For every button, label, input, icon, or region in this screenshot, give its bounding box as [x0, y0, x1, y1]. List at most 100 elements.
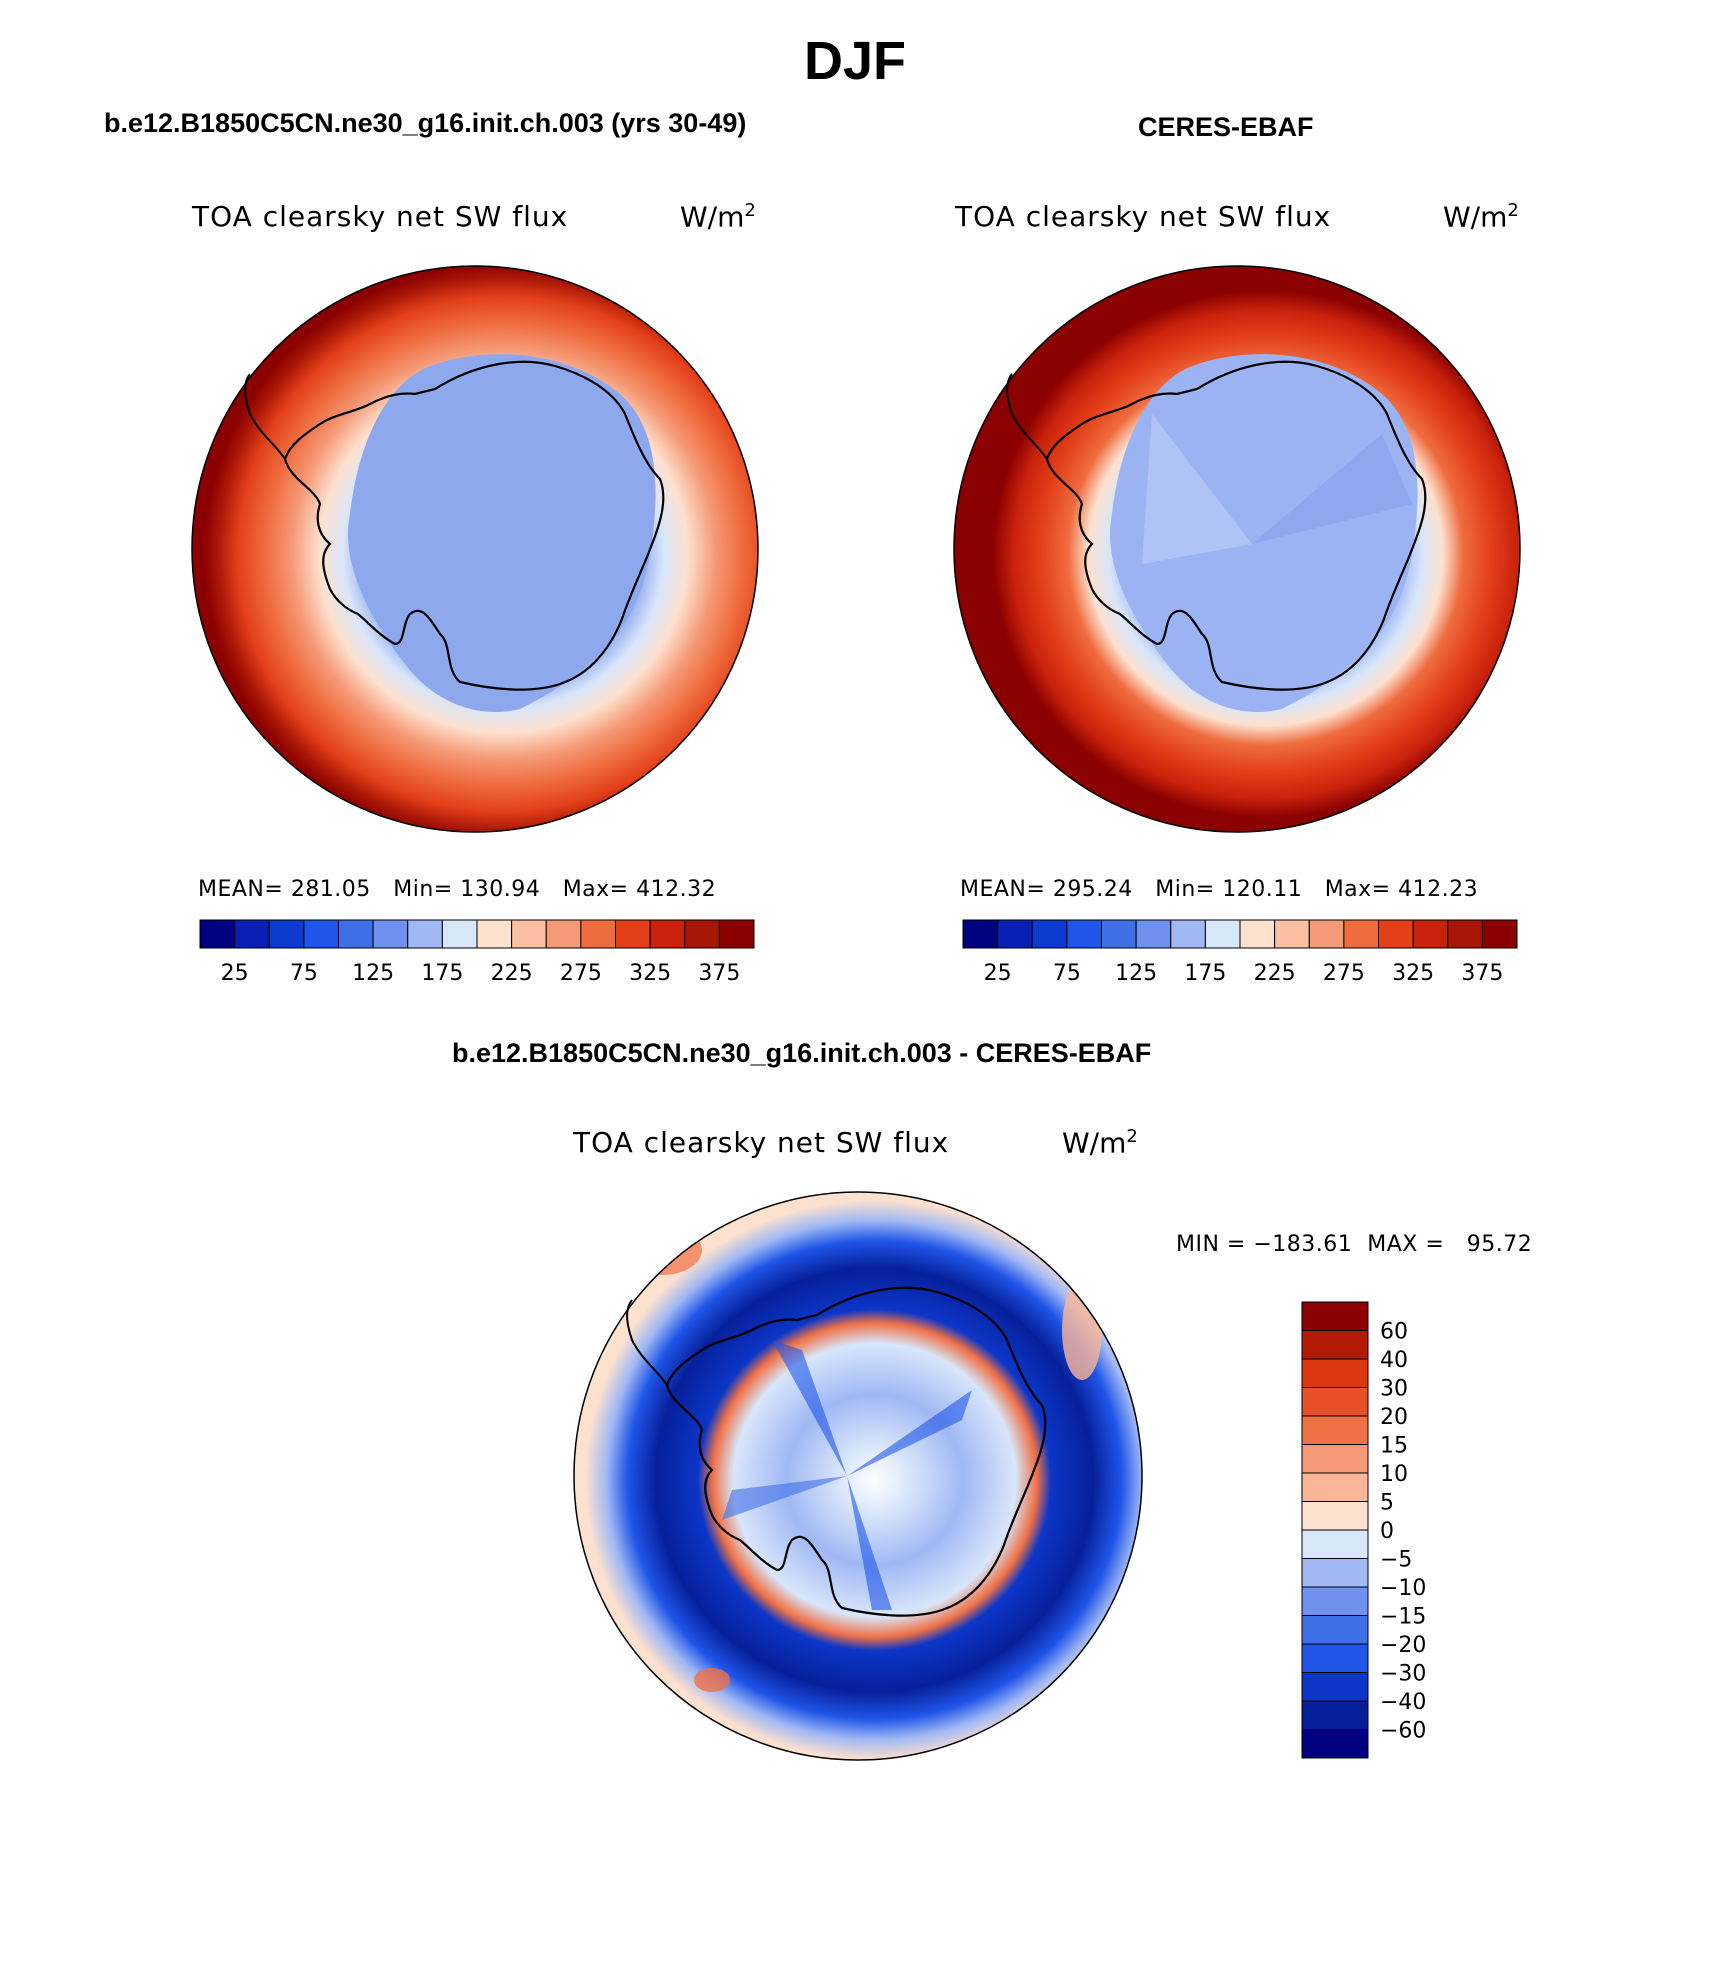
season-title: DJF	[803, 31, 906, 91]
panel2-colorbar-swatch	[1135, 919, 1172, 949]
panel2-colorbar-label: 175	[1184, 961, 1226, 986]
panel1-colorbar-swatch	[649, 919, 686, 949]
difference-variable-title: TOA clearsky net SW flux	[573, 1126, 950, 1159]
difference-colorbar-swatch	[1301, 1615, 1369, 1645]
difference-colorbar-swatch	[1301, 1700, 1369, 1730]
panel1-colorbar-swatch	[268, 919, 305, 949]
difference-colorbar-label: −30	[1380, 1662, 1426, 1687]
difference-colorbar-swatch	[1301, 1729, 1369, 1759]
panel2-colorbar-swatch	[1031, 919, 1068, 949]
difference-colorbar-swatch	[1301, 1330, 1369, 1360]
panel2-colorbar-label: 75	[1053, 961, 1081, 986]
panel1-colorbar-label: 75	[290, 961, 318, 986]
panel1-colorbar-swatch	[303, 919, 339, 949]
difference-colorbar-swatch	[1301, 1529, 1369, 1559]
panel1-colorbar-swatch	[545, 919, 582, 949]
panel1-colorbar-swatch	[372, 919, 409, 949]
panel1-colorbar-swatch	[338, 919, 374, 949]
panel1-colorbar-swatch	[684, 919, 720, 949]
difference-colorbar-swatch	[1301, 1472, 1369, 1502]
difference-colorbar-swatch	[1301, 1558, 1369, 1588]
difference-colorbar-swatch	[1301, 1444, 1369, 1474]
difference-colorbar-swatch	[1301, 1415, 1369, 1445]
panel1-map-border	[191, 265, 759, 833]
panel1-colorbar-swatch	[615, 919, 651, 949]
difference-colorbar-label: 10	[1380, 1462, 1408, 1487]
panel1-colorbar-label: 125	[352, 961, 394, 986]
difference-colorbar-label: 15	[1380, 1434, 1408, 1459]
panel2-case-title: CERES-EBAF	[1138, 112, 1314, 142]
panel2-colorbar-label: 25	[984, 961, 1012, 986]
panel2-colorbar: 25 75 125 175 225 275 325 375	[962, 919, 1518, 986]
panel1-colorbar-swatch	[234, 919, 270, 949]
difference-map-border	[573, 1191, 1143, 1761]
difference-antarctica-coastline	[665, 1286, 1047, 1617]
panel2-colorbar-swatch	[1308, 919, 1345, 949]
panel1-stats: MEAN= 281.05 Min= 130.94 Max= 412.32	[198, 877, 717, 902]
panel1-colorbar-label: 225	[491, 961, 533, 986]
panel1-colorbar-swatch	[718, 919, 755, 949]
panel2-colorbar-label: 225	[1254, 961, 1296, 986]
panel1-antarctica-coastline	[283, 360, 665, 691]
difference-colorbar-swatch	[1301, 1501, 1369, 1531]
difference-colorbar-swatch	[1301, 1643, 1369, 1673]
panel2-variable-title: TOA clearsky net SW flux	[955, 200, 1332, 233]
panel1-colorbar-swatch	[476, 919, 513, 949]
panel2-colorbar-swatch	[1481, 919, 1518, 949]
difference-colorbar-swatch	[1301, 1358, 1369, 1388]
panel2-colorbar-swatch	[1274, 919, 1310, 949]
panel1-colorbar-label: 275	[560, 961, 602, 986]
panel1-colorbar-swatch	[407, 919, 443, 949]
difference-colorbar: 60 40 30 20 15 10 5 0 −5 −10 −15 −20 −30 −40 −60	[1301, 1301, 1426, 1759]
difference-colorbar-label: −60	[1380, 1719, 1426, 1744]
panel2-colorbar-label: 325	[1392, 961, 1434, 986]
panel1-variable-title: TOA clearsky net SW flux	[192, 200, 569, 233]
panel2-antarctica-coastline	[1045, 360, 1427, 691]
panel1-case-title: b.e12.B1850C5CN.ne30_g16.init.ch.003 (yr…	[104, 108, 747, 138]
panel2-colorbar-label: 375	[1461, 961, 1503, 986]
panel2-colorbar-swatch	[1412, 919, 1449, 949]
panel2-colorbar-swatch	[1378, 919, 1414, 949]
panel2-colorbar-swatch	[1343, 919, 1379, 949]
panel2-colorbar-swatch	[1204, 919, 1241, 949]
difference-colorbar-label: 5	[1380, 1491, 1394, 1516]
panel2-colorbar-swatch	[997, 919, 1033, 949]
difference-colorbar-label: −5	[1380, 1548, 1412, 1573]
panel2-units: W/m2	[1443, 200, 1519, 234]
difference-colorbar-label: 40	[1380, 1348, 1408, 1373]
difference-colorbar-label: −10	[1380, 1576, 1426, 1601]
panel2-colorbar-swatch	[962, 919, 999, 949]
difference-map	[573, 1191, 1143, 1761]
panel2-map	[953, 265, 1521, 833]
difference-colorbar-swatch	[1301, 1387, 1369, 1417]
panel1-colorbar-swatch	[199, 919, 236, 949]
difference-colorbar-label: 0	[1380, 1519, 1394, 1544]
panel2-colorbar-swatch	[1447, 919, 1483, 949]
panel2-colorbar-swatch	[1101, 919, 1137, 949]
panel1-colorbar-label: 175	[421, 961, 463, 986]
difference-colorbar-swatch	[1301, 1301, 1369, 1331]
difference-stats: MIN = −183.61 MAX = 95.72	[1176, 1232, 1533, 1257]
panel1-units: W/m2	[680, 200, 756, 234]
difference-case-title: b.e12.B1850C5CN.ne30_g16.init.ch.003 - C…	[452, 1038, 1152, 1068]
panel2-colorbar-label: 125	[1115, 961, 1157, 986]
difference-colorbar-label: −40	[1380, 1690, 1426, 1715]
difference-colorbar-label: 20	[1380, 1405, 1408, 1430]
panel1-colorbar-swatch	[441, 919, 478, 949]
panel1-colorbar-label: 25	[221, 961, 249, 986]
difference-colorbar-swatch	[1301, 1672, 1369, 1702]
panel1-colorbar-label: 375	[698, 961, 740, 986]
panel1-colorbar-label: 325	[629, 961, 671, 986]
panel2-stats: MEAN= 295.24 Min= 120.11 Max= 412.23	[960, 877, 1479, 902]
difference-colorbar-swatch	[1301, 1586, 1369, 1616]
panel2-colorbar-swatch	[1066, 919, 1102, 949]
panel2-map-border	[953, 265, 1521, 833]
panel2-colorbar-swatch	[1239, 919, 1276, 949]
panel1-colorbar: 25 75 125 175 225 275 325 375	[199, 919, 755, 986]
difference-units: W/m2	[1062, 1126, 1138, 1160]
difference-colorbar-label: 60	[1380, 1320, 1408, 1345]
difference-colorbar-label: 30	[1380, 1377, 1408, 1402]
panel1-map	[191, 265, 759, 833]
panel2-colorbar-swatch	[1170, 919, 1206, 949]
panel1-colorbar-swatch	[580, 919, 616, 949]
